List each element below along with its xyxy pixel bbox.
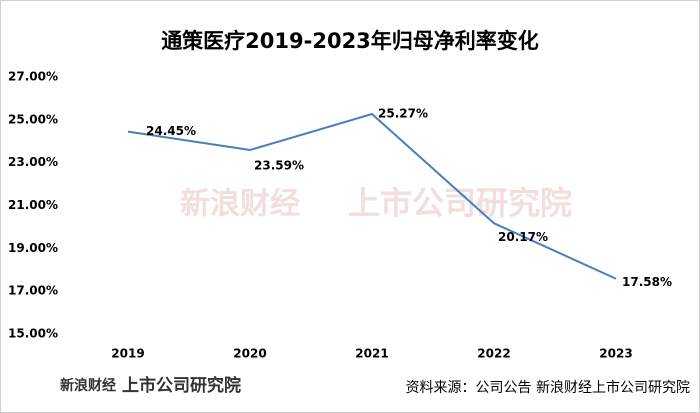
- watermark: 上市公司研究院: [348, 184, 572, 222]
- data-label: 17.58%: [622, 275, 672, 289]
- logo: 新浪财经: [60, 377, 116, 394]
- chart-title: 通策医疗2019-2023年归母净利率变化: [161, 29, 539, 53]
- x-tick-label: 2020: [233, 347, 266, 361]
- x-tick-label: 2022: [477, 347, 510, 361]
- x-tick-label: 2021: [355, 347, 388, 361]
- data-label: 24.45%: [146, 124, 196, 138]
- y-tick-label: 23.00%: [8, 155, 58, 169]
- line: [127, 112, 617, 280]
- y-tick-label: 21.00%: [8, 198, 58, 212]
- y-tick-label: 25.00%: [8, 112, 58, 126]
- source: 资料来源：公司公告 新浪财经上市公司研究院: [406, 379, 690, 396]
- data-label: 20.17%: [498, 230, 548, 244]
- y-tick-label: 27.00%: [8, 70, 58, 84]
- y-tick-label: 15.00%: [8, 327, 58, 341]
- data-label: 25.27%: [378, 107, 428, 121]
- y-tick-label: 17.00%: [8, 284, 58, 298]
- x-tick-label: 2023: [599, 347, 632, 361]
- logo: 上市公司研究院: [122, 375, 241, 396]
- data-label: 23.59%: [254, 159, 304, 173]
- watermark: 新浪财经: [180, 187, 300, 222]
- y-tick-label: 19.00%: [8, 241, 58, 255]
- x-tick-label: 2019: [111, 347, 144, 361]
